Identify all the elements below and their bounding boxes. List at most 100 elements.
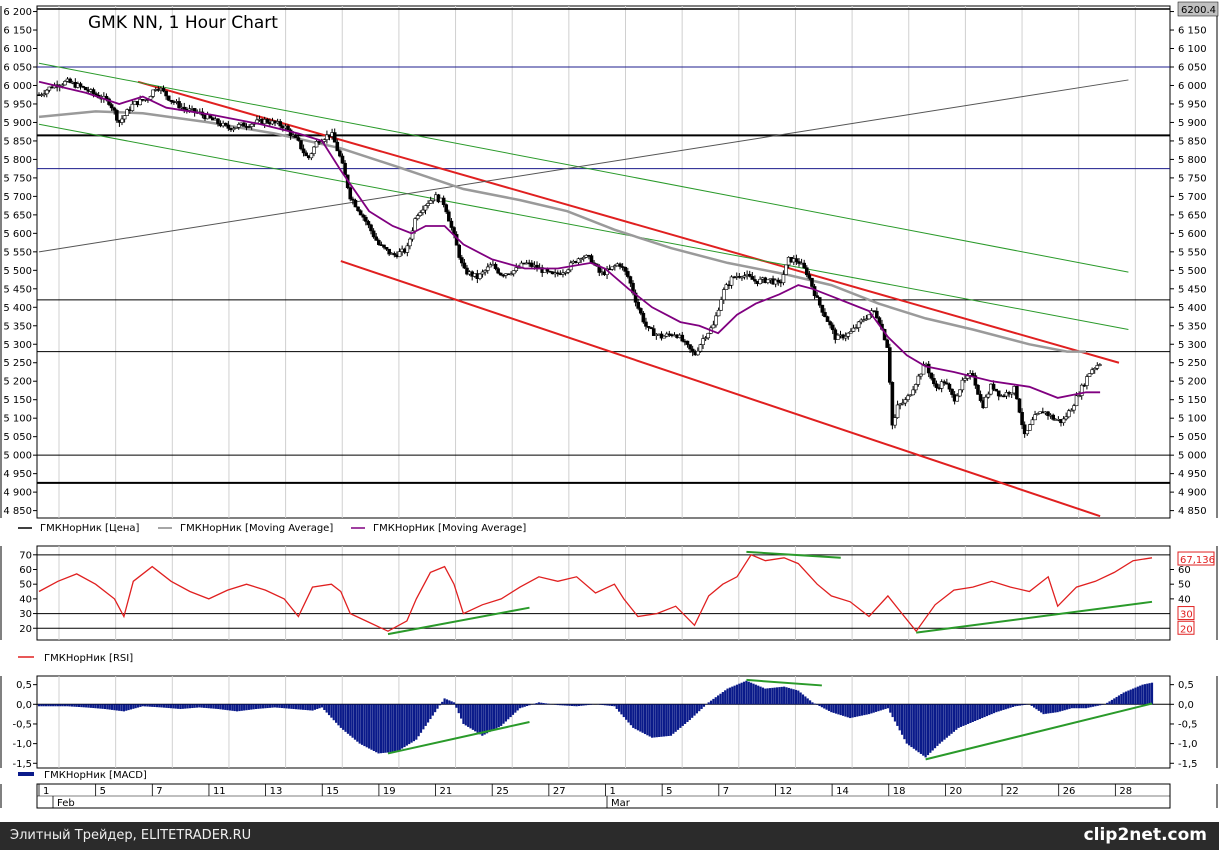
candle-body [719, 299, 723, 311]
macd-panel[interactable]: 0,5 0,5 0,0 0,0 -0,5 -0,5 -1,0 -1,0 -1,5 -1,5 ГМКН… [0, 675, 1218, 781]
candle-body [161, 87, 166, 92]
candle-body [911, 389, 915, 396]
candle-body [364, 216, 368, 222]
candle-body [716, 309, 721, 317]
day-label: 11 [213, 786, 226, 797]
macd-bars[interactable] [37, 680, 1154, 758]
price-axis-tick-label-left: 5 450 [3, 284, 32, 295]
candle-body [164, 90, 168, 97]
rsi-value-box [1177, 551, 1215, 566]
candle-body [60, 84, 65, 87]
macd-axis-tick-label-right: -1,0 [1178, 739, 1198, 750]
rsi-value-box [1177, 606, 1195, 621]
candle-body [358, 210, 363, 216]
price-axis-tick-label-right: 5 350 [1178, 321, 1207, 332]
candle-body [804, 267, 809, 276]
macd-axis-tick-label-right: 0,5 [1178, 680, 1194, 691]
macd-divergence-line-0[interactable] [387, 721, 530, 755]
candle-body [122, 115, 127, 120]
macd-divergence-line-2[interactable] [925, 702, 1153, 761]
macd-legend-label: ГМКНорНик [MACD] [44, 770, 147, 781]
trend-line-2[interactable] [38, 62, 1129, 273]
candle-body [740, 276, 744, 279]
candle-body [94, 93, 98, 96]
rsi-panel[interactable]: 70 60 50 40 30 20 60 50 40 67,136 30 20 ГМКНорНик [R… [0, 545, 1218, 664]
rsi-value-box [1177, 620, 1195, 635]
day-label: 7 [723, 786, 729, 797]
trend-line-1[interactable] [340, 260, 1101, 518]
candle-body [711, 324, 716, 329]
candle-body [332, 132, 337, 143]
candle-body [566, 269, 570, 273]
candle-body [833, 329, 838, 340]
macd-divergence-line-1[interactable] [746, 678, 822, 687]
candle-body [561, 272, 565, 275]
candle-body [579, 258, 583, 260]
candle-body [812, 286, 817, 296]
macd-axis-tick-label-left: -1,5 [12, 759, 32, 770]
trend-line-0[interactable] [137, 80, 1120, 364]
moving-average-purple-line[interactable] [38, 80, 1101, 399]
candle-body [374, 236, 379, 241]
price-axis-tick-label-left: 5 750 [3, 173, 32, 184]
rsi-divergence-line-1[interactable] [746, 550, 841, 559]
price-axis-tick-label-right: 5 600 [1178, 229, 1207, 240]
candle-body [177, 101, 181, 109]
candle-body [234, 127, 238, 129]
footer-bar: Элитный Трейдер, ELITETRADER.RU clip2net… [0, 822, 1219, 850]
price-axis-tick-label-left: 5 200 [3, 377, 32, 388]
rsi-divergence-line-2[interactable] [916, 600, 1153, 634]
candle-body [851, 327, 856, 332]
candle-body [1077, 395, 1081, 397]
candle-body [91, 89, 96, 94]
month-label: Feb [57, 798, 75, 809]
price-axis-tick-label-left: 4 950 [3, 469, 32, 480]
candle-body [226, 124, 231, 129]
candle-body [820, 304, 825, 313]
candle-body [304, 152, 308, 157]
candle-body [397, 251, 402, 258]
candle-body [983, 396, 988, 408]
candle-body [1028, 424, 1032, 431]
candle-body [405, 245, 410, 253]
candle-body [747, 273, 752, 277]
candle-body [1030, 419, 1035, 425]
price-axis-tick-label-left: 5 400 [3, 303, 32, 314]
candle-body [908, 394, 913, 397]
candle-body [628, 276, 633, 284]
candle-body [242, 122, 246, 127]
price-axis-tick-label-right: 5 850 [1178, 136, 1207, 147]
trend-line-3[interactable] [38, 123, 1129, 330]
moving-average-gray-line[interactable] [38, 110, 1086, 353]
price-axis-tick-label-left: 5 000 [3, 451, 32, 462]
day-label: 1 [43, 786, 49, 797]
rsi-line[interactable] [38, 553, 1153, 633]
candle-body [1033, 414, 1037, 421]
candle-body [976, 384, 980, 395]
candle-body [807, 274, 812, 279]
price-axis-tick-label-left: 5 050 [3, 432, 32, 443]
candle-body [423, 205, 428, 211]
candle-body [223, 122, 228, 126]
candle-body [885, 339, 889, 348]
day-label: 18 [893, 786, 906, 797]
trend-line-4[interactable] [38, 79, 1129, 253]
rsi-divergence-line-0[interactable] [387, 606, 530, 636]
candle-body [236, 124, 241, 128]
macd-axis-tick-label-left: 0,0 [16, 700, 32, 711]
candle-body [42, 93, 46, 96]
candle-body [758, 278, 762, 285]
candle-body [576, 258, 581, 264]
price-axis-tick-label-left: 6 050 [3, 62, 32, 73]
rsi-axis-tick-label-left: 70 [19, 550, 32, 561]
candle-body [309, 153, 314, 159]
candles-group[interactable] [37, 77, 1102, 438]
candle-body [919, 373, 923, 377]
candle-body [1072, 405, 1076, 411]
candle-body [843, 336, 848, 339]
price-axis-tick-label-left: 4 900 [3, 488, 32, 499]
macd-axis-tick-label-right: -1,5 [1178, 759, 1198, 770]
candle-body [618, 263, 622, 267]
